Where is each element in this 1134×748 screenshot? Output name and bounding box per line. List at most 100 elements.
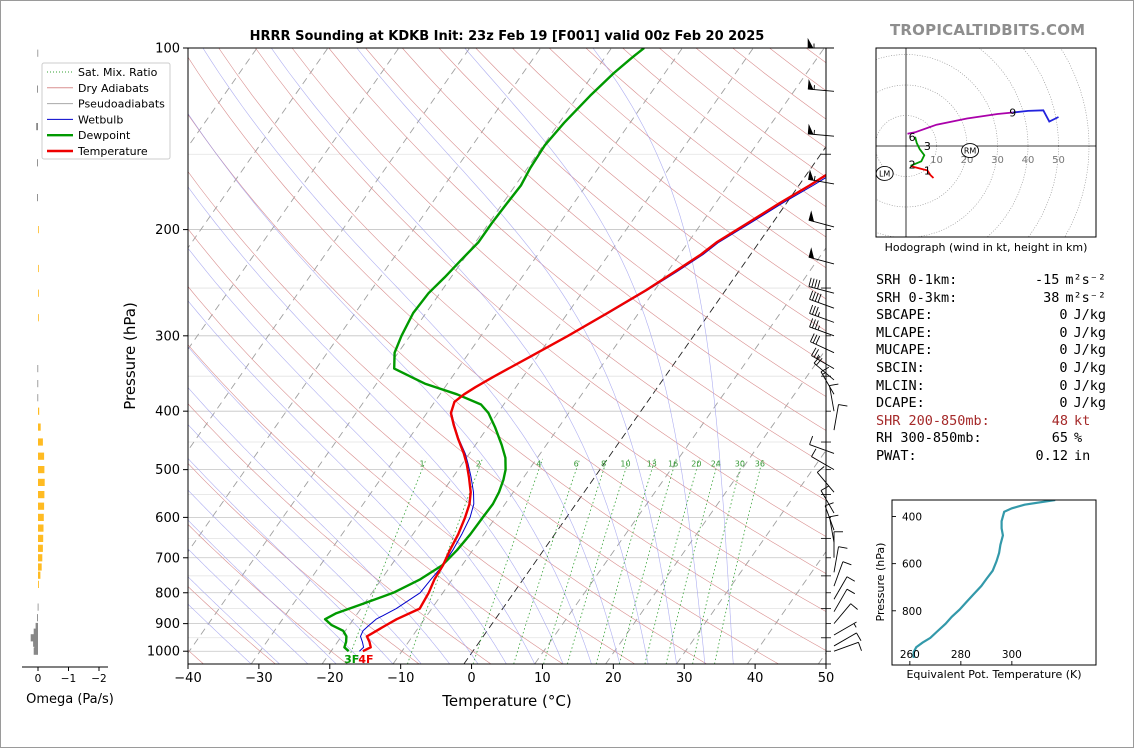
barb-staff xyxy=(833,588,848,612)
omega-tick-label: −1 xyxy=(61,673,76,685)
wind-barb xyxy=(807,78,835,92)
wind-barb xyxy=(809,290,835,309)
isotherm-line xyxy=(188,48,541,553)
wind-barb xyxy=(808,169,835,185)
barb-staff xyxy=(809,298,835,309)
index-value: 0 xyxy=(1059,359,1068,376)
barb-pennant xyxy=(808,247,815,259)
index-unit: J/kg xyxy=(1073,359,1106,376)
dry-adiabat-line xyxy=(328,48,826,466)
barb-flag xyxy=(842,561,852,566)
omega-bar xyxy=(36,123,38,131)
mixing-ratio-label: 4 xyxy=(536,460,541,469)
skew-t-profiles: 3F 4F xyxy=(323,48,826,664)
wind-barb xyxy=(810,333,835,354)
wind-barb xyxy=(820,366,835,395)
omega-bar xyxy=(38,563,42,571)
barb-flag xyxy=(856,632,862,641)
mixing-ratio-label: 6 xyxy=(574,460,579,469)
y-tick-label: 900 xyxy=(155,617,180,632)
omega-bar xyxy=(37,603,39,611)
x-tick-label: −20 xyxy=(316,671,343,686)
hodograph-trace xyxy=(907,111,1013,135)
isotherm-line xyxy=(534,247,826,664)
omega-bar xyxy=(38,452,45,460)
theta-e-x-tick-label: 300 xyxy=(1002,649,1022,661)
wind-barb xyxy=(829,383,839,412)
index-row: DCAPE: 0 J/kg xyxy=(876,395,1106,413)
wind-barb xyxy=(809,435,835,454)
y-tick-label: 400 xyxy=(155,405,180,420)
pseudoadiabat-line xyxy=(188,424,422,664)
pseudoadiabat-line xyxy=(356,48,677,664)
index-row: MUCAPE: 0 J/kg xyxy=(876,342,1106,360)
index-row: SBCIN: 0 J/kg xyxy=(876,360,1106,378)
theta-e-plot xyxy=(912,500,1056,658)
wind-barb xyxy=(808,277,835,294)
isotherm-line xyxy=(605,348,826,664)
x-tick-label: 10 xyxy=(534,671,551,686)
barb-flag xyxy=(838,546,848,549)
omega-bar xyxy=(38,423,41,431)
index-label: DCAPE: xyxy=(876,395,925,412)
omega-bar xyxy=(38,554,43,562)
dry-adiabat-line xyxy=(188,403,492,664)
hodograph-ring-label: 20 xyxy=(961,155,974,166)
theta-e-y-tick-label: 800 xyxy=(902,606,922,618)
skew-t-plot-frame xyxy=(187,47,827,665)
hodograph-trace xyxy=(910,136,926,167)
barb-staff xyxy=(813,362,835,381)
mixing-ratio-label: 1 xyxy=(419,460,424,469)
mixing-ratio-line xyxy=(692,458,744,664)
index-label: SRH 0-3km: xyxy=(876,289,958,306)
omega-bar xyxy=(37,49,39,57)
dry-adiabat-line xyxy=(188,228,707,664)
index-label: MLCAPE: xyxy=(876,324,933,341)
wind-barb xyxy=(816,466,835,493)
mixing-ratio-label: 36 xyxy=(755,460,765,469)
dry-adiabat-line xyxy=(188,463,420,664)
barb-flag xyxy=(814,320,819,330)
wind-barb xyxy=(808,247,835,265)
skew-t-panel: 1 2 4 6 8 10 13 16 20 24 30 36 3F 4F −40 −30 −20 −10 0 10… xyxy=(41,29,862,710)
index-unit: kt xyxy=(1074,412,1091,429)
barb-staff xyxy=(833,603,852,624)
index-unit: % xyxy=(1074,430,1083,447)
wind-barb xyxy=(833,641,862,652)
barb-pennant xyxy=(807,78,814,90)
dry-adiabat-line xyxy=(512,48,826,300)
barb-staff xyxy=(833,404,839,431)
mixing-ratio-line xyxy=(567,458,630,664)
omega-bar xyxy=(38,264,39,273)
barb-half-flag xyxy=(853,623,857,628)
dry-adiabat-line xyxy=(188,171,779,664)
barb-staff xyxy=(820,371,835,395)
y-tick-label: 100 xyxy=(155,42,180,57)
barb-flag xyxy=(829,514,839,518)
wind-barb xyxy=(833,632,862,647)
omega-bar xyxy=(38,571,41,579)
mixing-ratio-line xyxy=(543,458,608,664)
barb-flag xyxy=(809,435,814,445)
barb-half-flag xyxy=(817,325,820,331)
y-tick-label: 200 xyxy=(155,223,180,238)
wind-barbs xyxy=(807,37,862,652)
isotherm-line xyxy=(676,449,826,664)
wind-barb xyxy=(833,404,848,431)
theta-e-x-tick-label: 260 xyxy=(900,649,920,661)
wind-barb xyxy=(833,561,852,587)
omega-bar xyxy=(33,647,38,655)
mixing-ratio-label: 13 xyxy=(647,460,657,469)
theta-e-axes: 260 280 300 400 600 800 xyxy=(892,512,1022,665)
wind-barb xyxy=(807,37,834,49)
dry-adiabat-line xyxy=(255,48,826,537)
omega-bar xyxy=(37,159,38,167)
index-value: 48 xyxy=(1051,412,1068,429)
x-tick-label: −30 xyxy=(245,671,272,686)
isotherm-line xyxy=(188,48,400,350)
legend-entry: Temperature xyxy=(77,145,148,158)
index-value: 65 xyxy=(1051,430,1068,447)
barb-flag xyxy=(810,333,815,342)
legend-entry: Dewpoint xyxy=(78,129,131,142)
